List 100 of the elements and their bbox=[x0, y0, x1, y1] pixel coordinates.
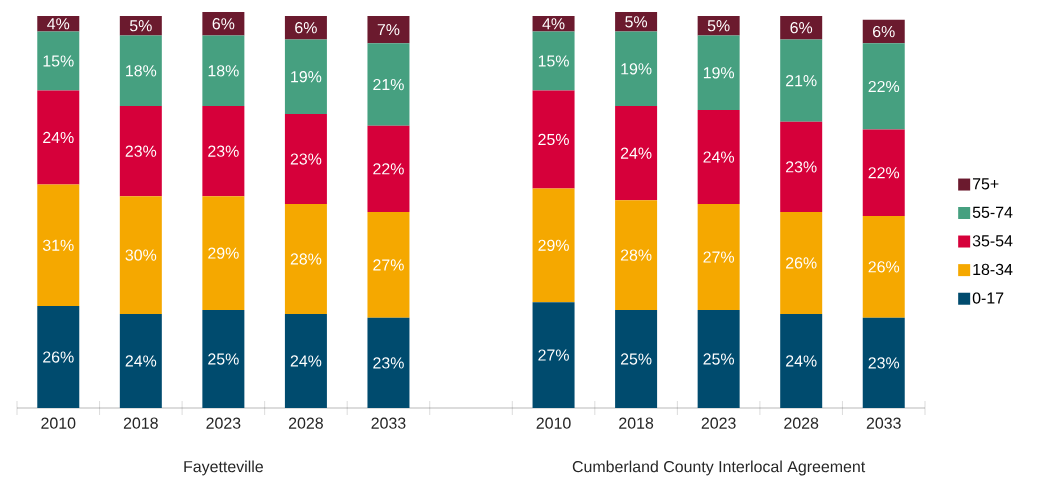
bar bbox=[532, 90, 575, 189]
x-tick-label: 2028 bbox=[288, 417, 323, 429]
bar bbox=[532, 31, 575, 91]
data-label: 23% bbox=[208, 145, 239, 157]
data-label: 31% bbox=[42, 239, 74, 251]
data-label: 24% bbox=[43, 131, 74, 144]
bar bbox=[697, 204, 740, 310]
bar bbox=[37, 184, 80, 307]
legend-label: 0-17 bbox=[972, 292, 1004, 304]
bar bbox=[780, 39, 823, 122]
data-label: 23% bbox=[290, 153, 322, 165]
data-label: 21% bbox=[786, 75, 817, 87]
data-label: 19% bbox=[291, 71, 322, 83]
data-label: 5% bbox=[707, 20, 730, 32]
data-label: 7% bbox=[377, 24, 400, 36]
data-label: 5% bbox=[625, 16, 648, 28]
bar bbox=[367, 15, 410, 44]
data-label: 18% bbox=[126, 65, 157, 77]
bar bbox=[284, 113, 327, 205]
data-label: 28% bbox=[290, 253, 322, 265]
legend-label: 35-54 bbox=[972, 235, 1013, 247]
bar bbox=[615, 106, 658, 201]
bar bbox=[862, 43, 905, 130]
data-label: 5% bbox=[129, 20, 152, 32]
data-label: 19% bbox=[703, 67, 735, 79]
data-label: 23% bbox=[868, 357, 900, 369]
bar bbox=[615, 200, 658, 310]
bar bbox=[367, 125, 410, 212]
data-label: 21% bbox=[373, 78, 404, 91]
bar bbox=[615, 12, 658, 32]
data-label: 15% bbox=[43, 55, 74, 67]
data-label: 25% bbox=[538, 133, 569, 146]
legend-label: 18-34 bbox=[973, 263, 1013, 276]
bar bbox=[202, 196, 245, 310]
legend-label: 55-74 bbox=[972, 206, 1013, 218]
data-label: 19% bbox=[621, 63, 652, 75]
data-label: 4% bbox=[542, 18, 565, 30]
data-label: 24% bbox=[125, 355, 157, 367]
data-label: 6% bbox=[873, 25, 895, 38]
x-tick-label: 2018 bbox=[123, 417, 158, 429]
bar bbox=[284, 313, 327, 408]
bar bbox=[697, 35, 740, 111]
data-label: 22% bbox=[868, 80, 900, 93]
bar bbox=[862, 215, 905, 318]
data-label: 25% bbox=[620, 353, 652, 365]
bar bbox=[202, 309, 245, 408]
bar bbox=[532, 15, 575, 32]
bar bbox=[284, 39, 327, 114]
data-label: 24% bbox=[290, 355, 322, 367]
data-label: 6% bbox=[212, 18, 235, 30]
data-label: 23% bbox=[786, 161, 817, 173]
bar bbox=[532, 302, 575, 408]
bar bbox=[37, 306, 80, 408]
x-tick-label: 2033 bbox=[371, 417, 406, 429]
bar bbox=[119, 106, 162, 197]
data-label: 28% bbox=[620, 249, 652, 261]
data-label: 6% bbox=[295, 22, 317, 34]
bar bbox=[780, 211, 823, 314]
bar bbox=[367, 211, 410, 318]
bar bbox=[119, 196, 162, 314]
data-label: 27% bbox=[538, 349, 569, 361]
data-label: 29% bbox=[538, 239, 569, 251]
data-label: 26% bbox=[43, 351, 74, 363]
data-label: 4% bbox=[47, 18, 70, 30]
bar bbox=[367, 43, 410, 126]
bar bbox=[780, 121, 823, 212]
x-tick-label: 2023 bbox=[701, 417, 736, 429]
data-label: 24% bbox=[620, 147, 652, 159]
bar bbox=[202, 106, 245, 197]
bar bbox=[119, 35, 162, 107]
bar bbox=[862, 317, 905, 408]
x-tick-label: 2010 bbox=[536, 417, 571, 429]
x-tick-label: 2010 bbox=[41, 417, 76, 429]
data-label: 6% bbox=[790, 22, 813, 34]
bar bbox=[367, 317, 410, 408]
bar bbox=[119, 15, 162, 36]
bar bbox=[697, 110, 740, 205]
data-label: 22% bbox=[373, 163, 404, 175]
data-label: 24% bbox=[703, 151, 735, 163]
bar bbox=[697, 15, 740, 36]
bar bbox=[532, 188, 575, 303]
bar bbox=[615, 309, 658, 408]
legend-label: 75+ bbox=[972, 178, 999, 190]
data-label: 15% bbox=[538, 55, 569, 67]
data-label: 27% bbox=[703, 251, 735, 263]
bar bbox=[37, 31, 80, 91]
data-label: 23% bbox=[125, 145, 157, 157]
text: Cumberland County Interlocal Agreement bbox=[572, 460, 866, 476]
bar bbox=[202, 35, 245, 107]
x-tick-label: 2033 bbox=[866, 417, 901, 429]
data-label: 27% bbox=[373, 259, 404, 271]
bar bbox=[780, 313, 823, 408]
bar bbox=[697, 309, 740, 408]
bar bbox=[119, 313, 162, 408]
data-label: 25% bbox=[703, 353, 735, 365]
text: Fayetteville bbox=[184, 460, 263, 476]
x-tick-label: 2018 bbox=[619, 417, 654, 429]
bar bbox=[862, 129, 905, 216]
data-label: 29% bbox=[208, 247, 239, 259]
data-label: 23% bbox=[373, 357, 404, 369]
